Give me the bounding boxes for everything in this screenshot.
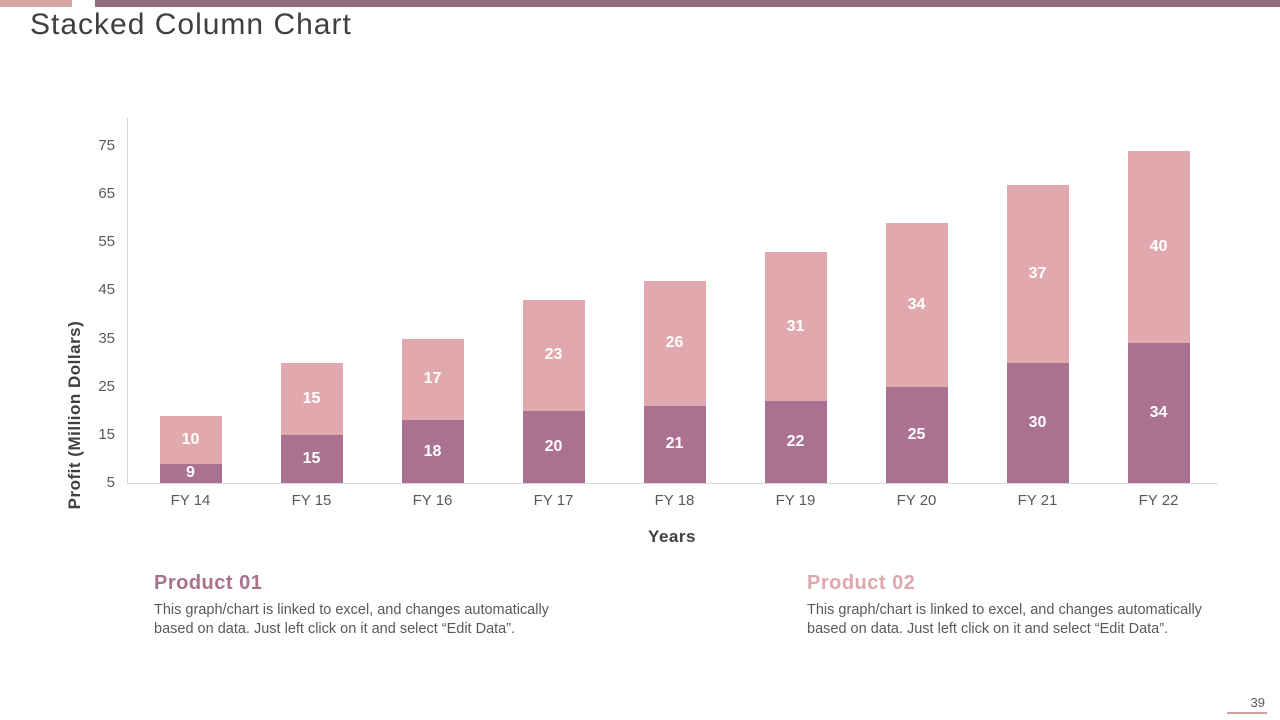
bar-value-label: 37: [1028, 264, 1047, 282]
legend-product-02-title: Product 02: [807, 572, 916, 594]
x-tick-label: FY 15: [291, 492, 332, 509]
bar-value-label: 20: [544, 437, 563, 455]
bar-segment-product-01-fy-18: [643, 405, 706, 483]
x-axis-title: Years: [648, 527, 696, 546]
bar-value-label: 23: [544, 346, 563, 364]
x-tick-label: FY 16: [412, 492, 453, 509]
x-tick-label: FY 14: [170, 492, 211, 509]
y-tick-label: 75: [98, 137, 115, 154]
bar-value-label: 22: [786, 433, 805, 451]
y-tick-label: 65: [98, 185, 115, 203]
bar-value-label: 15: [302, 449, 321, 467]
legend-product-01-description: This graph/chart is linked to excel, and…: [154, 602, 549, 637]
bar-segment-product-02-fy-20: [885, 223, 948, 387]
bar-value-label: 25: [907, 425, 926, 443]
bar-value-label: 21: [665, 435, 684, 453]
bar-segment-product-02-fy-14: [159, 415, 222, 464]
bar-value-label: 31: [786, 317, 805, 335]
top-accent-bar: [95, 0, 1280, 7]
bar-value-label: 30: [1028, 413, 1047, 431]
bar-segment-product-02-fy-19: [764, 251, 827, 402]
bar-value-label: 10: [181, 430, 200, 448]
y-axis-line: [127, 118, 128, 483]
legend-product-02-description: This graph/chart is linked to excel, and…: [807, 602, 1202, 637]
bar-segment-product-01-fy-17: [522, 410, 585, 483]
slide-title: Stacked Column Chart: [30, 8, 352, 41]
y-tick-label: 35: [98, 329, 115, 347]
y-tick-label: 45: [98, 281, 115, 299]
y-tick-label: 5: [106, 474, 115, 491]
bar-value-label: 15: [302, 389, 321, 407]
bar-segment-product-01-fy-19: [764, 401, 827, 483]
bar-segment-product-02-fy-16: [401, 338, 464, 421]
x-tick-label: FY 17: [533, 492, 574, 509]
legend-product-02: Product 02 This graph/chart is linked to…: [807, 572, 1207, 638]
bar-value-label: 40: [1149, 238, 1168, 256]
x-tick-label: FY 20: [896, 492, 937, 509]
bar-segment-product-02-fy-21: [1006, 184, 1069, 363]
legend-product-01-title: Product 01: [154, 572, 263, 594]
bar-value-label: 26: [665, 334, 684, 352]
bar-segment-product-02-fy-17: [522, 300, 585, 411]
top-accent-left-block: [0, 0, 72, 7]
legend-product-01: Product 01 This graph/chart is linked to…: [154, 572, 554, 638]
x-tick-label: FY 19: [775, 492, 816, 509]
y-tick-label: 15: [98, 425, 115, 443]
bar-segment-product-01-fy-15: [280, 434, 343, 483]
bar-value-label: 9: [186, 464, 195, 482]
bar-segment-product-02-fy-18: [643, 280, 706, 406]
bar-segment-product-01-fy-14: [159, 463, 222, 483]
page-number: 39: [1250, 695, 1265, 710]
bar-segment-product-02-fy-15: [280, 362, 343, 435]
y-tick-label: 25: [98, 377, 115, 395]
y-tick-label: 55: [98, 233, 115, 251]
x-tick-label: FY 18: [654, 492, 695, 509]
stacked-column-chart[interactable]: Profit (Million Dollars) Years 5 15 25 35 45…: [0, 100, 1280, 570]
page-number-underline: [1227, 712, 1267, 714]
y-axis-title: Profit (Million Dollars): [65, 320, 84, 510]
bar-segment-product-01-fy-20: [885, 386, 948, 483]
bar-segment-product-01-fy-21: [1006, 362, 1069, 483]
bar-value-label: 34: [907, 295, 926, 313]
bar-segment-product-01-fy-22: [1127, 343, 1190, 483]
bar-segment-product-01-fy-16: [401, 420, 464, 483]
bar-value-label: 18: [423, 442, 442, 460]
bar-value-label: 34: [1149, 404, 1168, 422]
bar-value-label: 17: [423, 370, 442, 388]
x-tick-label: FY 22: [1138, 492, 1179, 509]
x-axis-line: [127, 483, 1218, 484]
x-tick-label: FY 21: [1017, 492, 1058, 509]
bar-segment-product-02-fy-22: [1127, 150, 1190, 344]
